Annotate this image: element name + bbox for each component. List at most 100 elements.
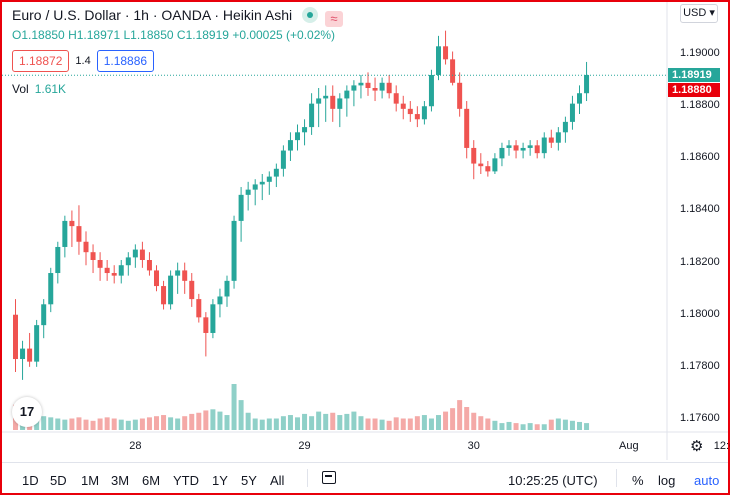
candle-body: [203, 317, 209, 333]
last-price-tag: 1.18919: [668, 68, 720, 83]
buy-button[interactable]: 1.18886: [96, 50, 155, 72]
candle-body: [323, 95, 329, 99]
volume-bar: [372, 418, 378, 430]
volume-bar: [584, 423, 590, 430]
volume-bar: [203, 410, 209, 430]
volume-legend[interactable]: Vol 1.61K: [12, 82, 66, 96]
candle-body: [111, 273, 117, 276]
gear-icon[interactable]: ⚙: [690, 438, 704, 455]
volume-bar: [175, 418, 181, 430]
wave-icon[interactable]: ≈: [324, 11, 343, 27]
range-button-1m[interactable]: 1M: [81, 473, 100, 488]
candle-body: [407, 108, 413, 115]
price-chart[interactable]: [2, 2, 728, 462]
candle-body: [478, 163, 484, 167]
high-label: H: [68, 28, 77, 42]
range-button-5d[interactable]: 5D: [50, 473, 67, 488]
candle-body: [55, 246, 61, 274]
sell-button[interactable]: 1.18872: [12, 50, 70, 72]
range-button-5y[interactable]: 5Y: [241, 473, 257, 488]
candle-body: [27, 348, 33, 362]
candle-body: [139, 249, 145, 260]
candles: [13, 30, 590, 380]
range-button-3m[interactable]: 3M: [111, 473, 130, 488]
volume-bar: [414, 416, 420, 430]
price-tick-label: 1.18800: [680, 99, 720, 112]
candle-body: [34, 325, 40, 362]
range-button-6m[interactable]: 6M: [142, 473, 161, 488]
candle-body: [41, 304, 47, 326]
ohlc-readout: O1.18850 H1.18971 L1.18850 C1.18919 +0.0…: [12, 28, 335, 42]
volume-bar: [83, 419, 89, 430]
volume-bar: [548, 419, 554, 430]
volume-bar: [111, 418, 117, 430]
candle-body: [436, 46, 441, 75]
candle-body: [97, 260, 103, 268]
range-button-1y[interactable]: 1Y: [212, 473, 228, 488]
volume-bar: [506, 421, 512, 430]
title-dot: ·: [124, 7, 130, 23]
range-button-ytd[interactable]: YTD: [173, 473, 199, 488]
volume-bar: [393, 417, 399, 430]
candle-body: [287, 140, 293, 151]
candle-body: [372, 88, 378, 91]
candle-body: [280, 150, 286, 169]
log-toggle[interactable]: log: [658, 473, 676, 488]
tradingview-logo[interactable]: 17: [12, 397, 42, 427]
change-value: +0.00025 (+0.02%): [232, 28, 336, 42]
toolbar-divider: [307, 469, 308, 487]
candle-body: [379, 82, 385, 91]
price-tick-label: 1.18600: [680, 151, 720, 164]
auto-toggle[interactable]: auto: [694, 473, 720, 488]
candle-body: [309, 103, 315, 128]
volume-bar: [196, 412, 202, 430]
broker-label: OANDA: [161, 7, 211, 23]
volume-bar: [139, 418, 145, 430]
market-open-icon[interactable]: [302, 7, 319, 23]
volume-bar: [337, 415, 343, 430]
utc-clock[interactable]: 10:25:25 (UTC): [508, 473, 598, 488]
candle-body: [245, 189, 251, 195]
volume-bar: [295, 417, 300, 430]
candle-body: [443, 46, 449, 60]
candle-body: [548, 137, 554, 143]
candle-body: [527, 145, 533, 148]
low-value: 1.18850: [130, 28, 174, 42]
volume-bar: [146, 417, 152, 430]
price-tick-label: 1.18400: [680, 203, 720, 216]
currency-select[interactable]: USD ▾: [680, 4, 718, 23]
volume-bar: [48, 417, 54, 430]
price-tick-label: 1.18000: [680, 307, 720, 320]
candle-body: [210, 304, 216, 333]
candle-body: [365, 82, 371, 88]
volume-bar: [443, 411, 449, 430]
percent-toggle[interactable]: %: [632, 473, 644, 488]
volume-bar: [217, 411, 223, 430]
chart-title: Euro / U.S. Dollar · 1h · OANDA · Heikin…: [12, 7, 343, 27]
volume-bar: [189, 413, 195, 430]
candle-body: [302, 127, 308, 133]
high-value: 1.18971: [76, 28, 121, 42]
candle-body: [154, 270, 159, 287]
candle-body: [386, 82, 392, 94]
candle-body: [62, 220, 68, 247]
volume-bar: [273, 418, 279, 430]
volume-bars: [13, 384, 590, 430]
calendar-icon[interactable]: [322, 471, 336, 484]
volume-bar: [379, 419, 385, 430]
range-button-all[interactable]: All: [270, 473, 285, 488]
candle-body: [125, 257, 131, 266]
volume-bar: [323, 413, 329, 430]
candle-body: [118, 265, 124, 276]
range-button-1d[interactable]: 1D: [22, 473, 39, 488]
volume-bar: [161, 415, 167, 430]
interval-label[interactable]: 1h: [133, 7, 149, 23]
volume-bar: [492, 420, 498, 430]
candle-body: [428, 74, 434, 107]
chart-style-label[interactable]: Heikin Ashi: [222, 7, 293, 23]
candle-body: [471, 147, 477, 164]
candle-body: [69, 220, 75, 227]
time-tick-label: 12:00: [713, 440, 730, 452]
candle-body: [421, 106, 427, 120]
